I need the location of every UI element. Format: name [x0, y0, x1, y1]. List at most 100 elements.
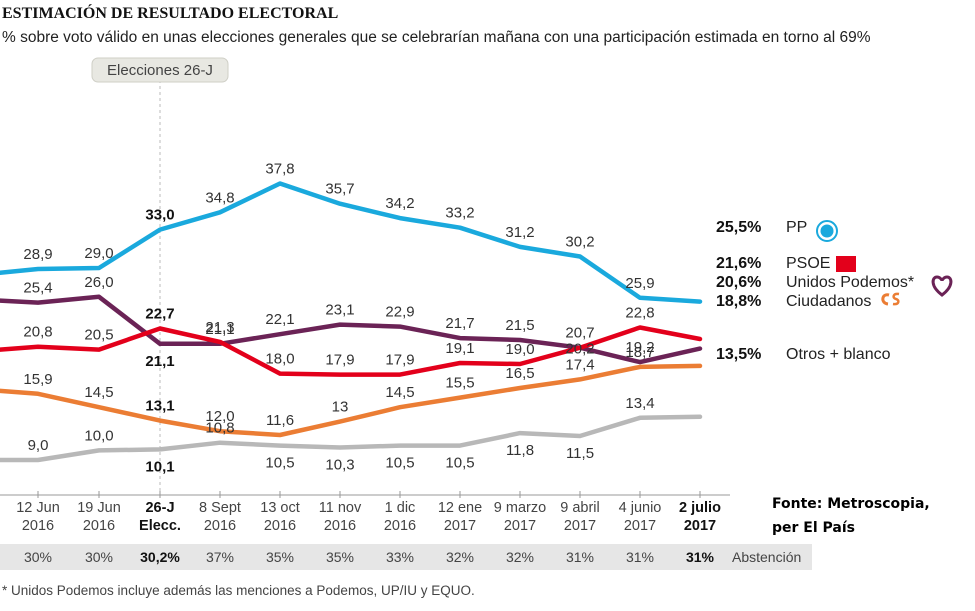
legend-name: Otros + blanco: [786, 346, 891, 363]
data-label: 22,8: [625, 305, 654, 322]
data-label: 13: [332, 399, 349, 416]
series-lines: [0, 181, 703, 463]
data-label: 28,9: [23, 246, 52, 263]
data-label: 13,4: [625, 395, 654, 412]
data-label: 16,5: [505, 365, 534, 382]
x-label: Elecc.: [139, 518, 181, 534]
pp-logo-icon: [816, 220, 838, 242]
pp-logo-core: [820, 224, 834, 238]
data-label: 33,0: [145, 207, 174, 224]
legend-name: Ciudadanos: [786, 293, 871, 310]
data-label: 13,1: [145, 398, 174, 415]
x-label: 2016: [384, 518, 416, 534]
x-label: 4 junio: [619, 500, 662, 516]
psoe-logo-box: [836, 256, 856, 272]
x-label: 2016: [264, 518, 296, 534]
data-label: 19,2: [625, 339, 654, 356]
cs-logo-icon: [881, 292, 900, 306]
series-line-ciudadanos: [0, 363, 703, 438]
legend-name: PSOE: [786, 255, 830, 272]
legend-name: PP: [786, 219, 807, 236]
x-label: 2 julio: [679, 500, 721, 516]
data-label: 10,8: [205, 420, 234, 437]
podemos-heart-icon: [931, 275, 953, 297]
data-label: 20,8: [23, 324, 52, 341]
abstention-value: 31%: [686, 549, 715, 565]
series-line-pp: [0, 181, 703, 304]
pp-logo-ring: [816, 220, 838, 242]
data-label: 23,1: [325, 302, 354, 319]
series-line-psoe: [0, 325, 703, 377]
data-label: 11,5: [566, 445, 594, 462]
x-label: 8 Sept: [199, 500, 241, 516]
abstention-values: 30% 30% 30,2% 37% 35% 35% 33% 32% 32% 31% 31% 31%: [24, 549, 715, 565]
x-label: 2017: [504, 518, 536, 534]
x-label: 2017: [624, 518, 656, 534]
psoe-logo-icon: [836, 256, 856, 272]
data-label: 19,1: [445, 340, 474, 357]
data-label: 10,1: [145, 458, 174, 475]
source-line2: per El País: [772, 520, 855, 536]
x-label: 2017: [684, 518, 716, 534]
abstention-value: 31%: [566, 549, 594, 565]
data-label: 17,9: [385, 352, 414, 369]
legend-value: 25,5%: [716, 219, 761, 236]
data-label: 21,1: [205, 321, 234, 338]
cs-logo-c: [881, 293, 890, 306]
abstention-value: 32%: [506, 549, 534, 565]
data-label: 20,7: [565, 325, 594, 342]
abstention-value: 31%: [626, 549, 654, 565]
x-label: 9 marzo: [494, 500, 546, 516]
legend-name: Unidos Podemos*: [786, 274, 914, 291]
abstention-value: 37%: [206, 549, 234, 565]
data-label: 14,5: [84, 384, 113, 401]
x-label: 9 abril: [560, 500, 600, 516]
data-label: 12,0: [205, 408, 234, 425]
x-label: 13 oct: [260, 500, 300, 516]
election-marker-label: Elecciones 26-J: [107, 62, 213, 79]
data-label: 37,8: [265, 161, 294, 178]
x-label: 2017: [564, 518, 596, 534]
data-label: 34,2: [385, 195, 414, 212]
data-label: 15,9: [23, 371, 52, 388]
footnote: * Unidos Podemos incluye además las menc…: [2, 583, 475, 598]
x-ticks: [37, 491, 701, 498]
data-label: 10,5: [445, 455, 474, 472]
data-label: 26,0: [84, 274, 113, 291]
abstention-value: 33%: [386, 549, 414, 565]
legend-value: 13,5%: [716, 346, 761, 363]
data-label: 19,0: [505, 341, 534, 358]
x-labels: 12 Jun 2016 19 Jun 2016 26-J Elecc. 8 Sept 2016…: [16, 500, 721, 534]
chart-subtitle: % sobre voto válido en unas elecciones g…: [2, 29, 871, 46]
x-label: 2017: [444, 518, 476, 534]
x-label: 2016: [83, 518, 115, 534]
abstention-value: 35%: [266, 549, 294, 565]
abstention-label: Abstención: [732, 549, 801, 565]
data-label: 18,7: [625, 344, 654, 361]
abstention-bar: [0, 544, 812, 570]
data-label: 22,9: [385, 304, 414, 321]
x-label: 26-J: [145, 500, 174, 516]
data-label: 35,7: [325, 181, 354, 198]
data-label: 33,2: [445, 205, 474, 222]
podemos-heart-shape: [931, 275, 953, 297]
data-label: 21,1: [145, 353, 174, 370]
data-label: 22,7: [145, 306, 174, 323]
data-label: 34,8: [205, 189, 234, 206]
x-label: 12 ene: [438, 500, 482, 516]
legend-value: 21,6%: [716, 255, 761, 272]
x-label: 19 Jun: [77, 500, 121, 516]
data-label: 10,5: [385, 455, 414, 472]
x-label: 1 dic: [385, 500, 416, 516]
data-label: 22,1: [265, 311, 294, 328]
data-label: 10,3: [325, 457, 354, 474]
data-label: 25,9: [625, 275, 654, 292]
abstention-value: 30%: [24, 549, 52, 565]
abstention-value: 35%: [326, 549, 354, 565]
abstention-value: 30%: [85, 549, 113, 565]
x-label: 12 Jun: [16, 500, 60, 516]
data-label: 10,0: [84, 427, 113, 444]
data-label: 15,5: [445, 375, 474, 392]
data-label: 21,3: [205, 319, 234, 336]
